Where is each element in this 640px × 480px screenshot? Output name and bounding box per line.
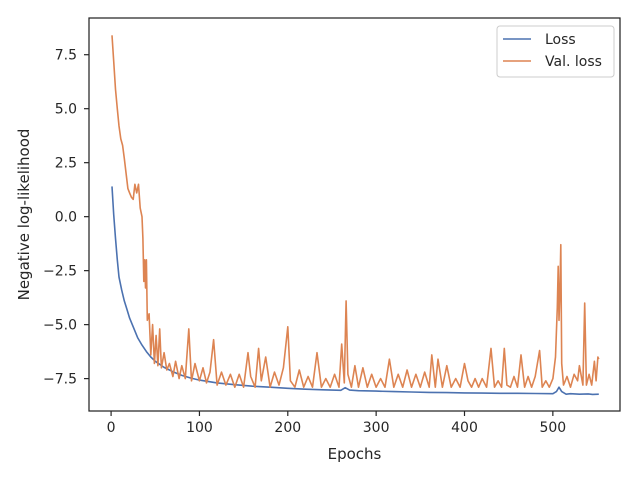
series-line-loss (111, 186, 599, 396)
x-tick-label: 0 (107, 420, 116, 436)
y-tick-label: 7.5 (55, 48, 77, 64)
x-tick-label: 200 (274, 420, 301, 436)
series-line-val-loss (111, 35, 600, 389)
legend: Loss Val. loss (496, 25, 615, 78)
y-tick-label: 5.0 (55, 102, 77, 118)
x-tick-label: 100 (186, 420, 213, 436)
plot-layer (111, 35, 600, 396)
x-tick-label: 500 (539, 420, 566, 436)
y-tick-label: 2.5 (55, 156, 77, 172)
y-tick-label: −5.0 (43, 318, 77, 334)
x-axis: 0 100 200 300 400 500 (107, 411, 566, 436)
x-tick-label: 300 (363, 420, 390, 436)
y-tick-label: −2.5 (43, 264, 77, 280)
x-tick-label: 400 (451, 420, 478, 436)
plot-frame (88, 17, 621, 412)
y-tick-label: −7.5 (43, 372, 77, 388)
legend-label-val-loss: Val. loss (545, 54, 602, 70)
y-tick-label: 0.0 (55, 210, 77, 226)
legend-label-loss: Loss (545, 32, 576, 48)
y-axis: −7.5 −5.0 −2.5 0.0 2.5 5.0 7.5 (43, 48, 89, 388)
x-axis-label: Epochs (328, 445, 382, 463)
y-axis-label: Negative log-likelihood (15, 129, 33, 301)
